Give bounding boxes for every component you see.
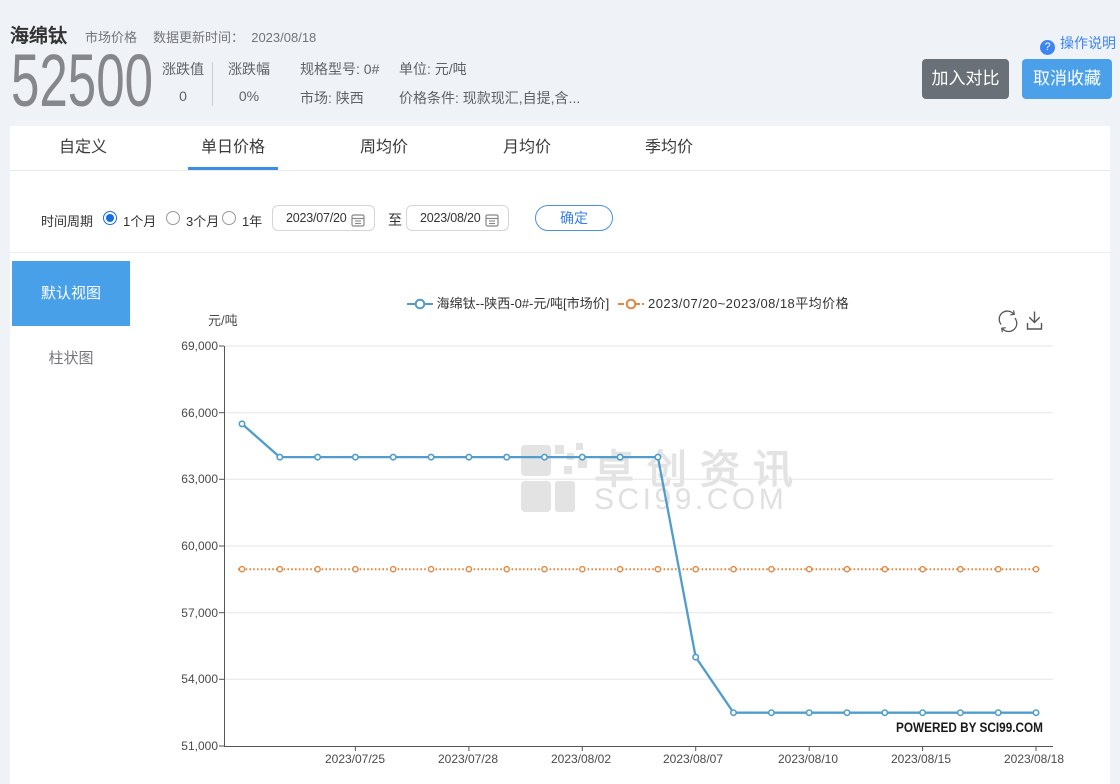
svg-text:元/吨: 元/吨 — [208, 313, 238, 328]
svg-text:66,000: 66,000 — [181, 406, 218, 420]
svg-text:2023/07/25: 2023/07/25 — [325, 752, 385, 766]
svg-text:60,000: 60,000 — [181, 539, 218, 553]
svg-text:69,000: 69,000 — [181, 339, 218, 353]
svg-text:2023/08/02: 2023/08/02 — [551, 752, 611, 766]
svg-text:2023/08/07: 2023/08/07 — [663, 752, 723, 766]
svg-text:2023/07/28: 2023/07/28 — [438, 752, 498, 766]
svg-text:57,000: 57,000 — [181, 606, 218, 620]
svg-text:2023/08/15: 2023/08/15 — [891, 752, 951, 766]
svg-text:63,000: 63,000 — [181, 472, 218, 486]
svg-text:54,000: 54,000 — [181, 672, 218, 686]
svg-text:2023/08/10: 2023/08/10 — [778, 752, 838, 766]
svg-text:POWERED BY SCI99.COM: POWERED BY SCI99.COM — [896, 720, 1043, 735]
svg-text:51,000: 51,000 — [181, 739, 218, 753]
svg-text:卓创资讯: 卓创资讯 — [594, 448, 806, 492]
svg-text:2023/08/18: 2023/08/18 — [1004, 752, 1064, 766]
svg-text:SCI99.COM: SCI99.COM — [594, 483, 787, 516]
